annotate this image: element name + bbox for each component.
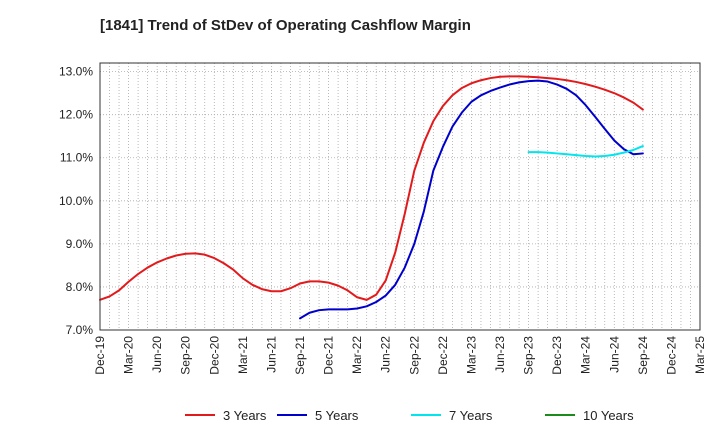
legend-label: 5 Years xyxy=(315,408,359,423)
y-tick-label: 8.0% xyxy=(66,280,94,294)
y-tick-label: 9.0% xyxy=(66,237,94,251)
x-tick-label: Jun-24 xyxy=(607,336,621,373)
y-tick-label: 10.0% xyxy=(59,194,93,208)
series-lines xyxy=(99,75,644,320)
x-tick-label: Sep-23 xyxy=(522,336,536,375)
x-tick-label: Sep-22 xyxy=(407,336,421,375)
y-tick-label: 7.0% xyxy=(66,323,94,337)
x-tick-label: Dec-24 xyxy=(664,336,678,375)
legend-label: 3 Years xyxy=(223,408,267,423)
x-tick-label: Sep-20 xyxy=(179,336,193,375)
x-tick-label: Sep-24 xyxy=(636,336,650,375)
x-tick-label: Dec-21 xyxy=(322,336,336,375)
x-tick-label: Jun-22 xyxy=(379,336,393,373)
x-tick-label: Dec-23 xyxy=(550,336,564,375)
grid xyxy=(100,63,700,330)
x-tick-label: Mar-21 xyxy=(236,336,250,374)
x-tick-label: Dec-22 xyxy=(436,336,450,375)
x-tick-label: Jun-20 xyxy=(150,336,164,373)
x-tick-label: Sep-21 xyxy=(293,336,307,375)
legend: 3 Years 5 Years 7 Years 10 Years xyxy=(185,408,634,423)
x-tick-label: Mar-20 xyxy=(122,336,136,374)
plot-frame xyxy=(99,62,701,331)
x-tick-label: Mar-24 xyxy=(579,336,593,374)
chart-title: [1841] Trend of StDev of Operating Cashf… xyxy=(100,17,471,34)
y-tick-label: 11.0% xyxy=(60,151,93,165)
x-tick-label: Mar-22 xyxy=(350,336,364,374)
x-axis-ticks: Dec-19 Mar-20 Jun-20 Sep-20 Dec-20 Mar-21 Jun-… xyxy=(93,336,707,375)
y-tick-label: 12.0% xyxy=(59,108,93,122)
x-tick-label: Mar-25 xyxy=(693,336,707,374)
series-line-5-years xyxy=(299,79,644,320)
x-tick-label: Jun-23 xyxy=(493,336,507,373)
x-tick-label: Dec-19 xyxy=(93,336,107,375)
x-tick-label: Mar-23 xyxy=(464,336,478,374)
legend-label: 10 Years xyxy=(583,408,634,423)
y-tick-label: 13.0% xyxy=(59,65,93,79)
x-tick-label: Dec-20 xyxy=(207,336,221,375)
y-axis-ticks: 7.0% 8.0% 9.0% 10.0% 11.0% 12.0% 13.0% xyxy=(59,65,93,337)
x-tick-label: Jun-21 xyxy=(264,336,278,373)
series-line-3-years xyxy=(99,75,644,301)
legend-label: 7 Years xyxy=(449,408,493,423)
series-line-7-years xyxy=(527,145,644,158)
